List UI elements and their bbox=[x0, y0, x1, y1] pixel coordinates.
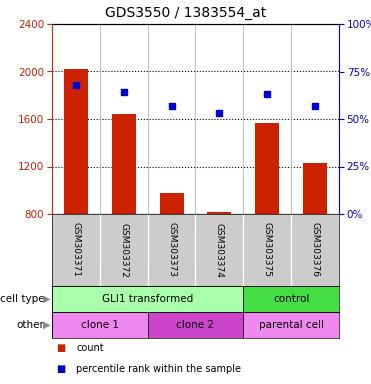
Text: GSM303374: GSM303374 bbox=[215, 223, 224, 277]
Text: GLI1 transformed: GLI1 transformed bbox=[102, 294, 193, 304]
Text: other: other bbox=[17, 320, 45, 330]
Bar bbox=[64, 69, 88, 214]
Bar bbox=[255, 122, 279, 214]
Text: cell type: cell type bbox=[0, 294, 45, 304]
Bar bbox=[112, 114, 136, 214]
Bar bbox=[243, 312, 339, 338]
Bar bbox=[52, 312, 148, 338]
Text: percentile rank within the sample: percentile rank within the sample bbox=[76, 364, 241, 374]
Text: clone 2: clone 2 bbox=[177, 320, 214, 330]
Text: count: count bbox=[76, 343, 104, 353]
Text: ▶: ▶ bbox=[43, 294, 50, 304]
Text: ▶: ▶ bbox=[43, 320, 50, 330]
Bar bbox=[207, 212, 232, 214]
Text: GDS3550 / 1383554_at: GDS3550 / 1383554_at bbox=[105, 6, 266, 20]
Text: clone 1: clone 1 bbox=[81, 320, 119, 330]
Text: GSM303372: GSM303372 bbox=[119, 223, 128, 277]
Text: GSM303375: GSM303375 bbox=[263, 222, 272, 278]
Text: GSM303371: GSM303371 bbox=[71, 222, 81, 278]
Text: ■: ■ bbox=[56, 343, 65, 353]
Bar bbox=[303, 163, 327, 214]
Text: control: control bbox=[273, 294, 309, 304]
Bar bbox=[148, 312, 243, 338]
Bar bbox=[52, 286, 243, 312]
Text: GSM303373: GSM303373 bbox=[167, 222, 176, 278]
Text: GSM303376: GSM303376 bbox=[311, 222, 319, 278]
Text: parental cell: parental cell bbox=[259, 320, 324, 330]
Bar bbox=[160, 193, 184, 214]
Text: ■: ■ bbox=[56, 364, 65, 374]
Bar bbox=[243, 286, 339, 312]
